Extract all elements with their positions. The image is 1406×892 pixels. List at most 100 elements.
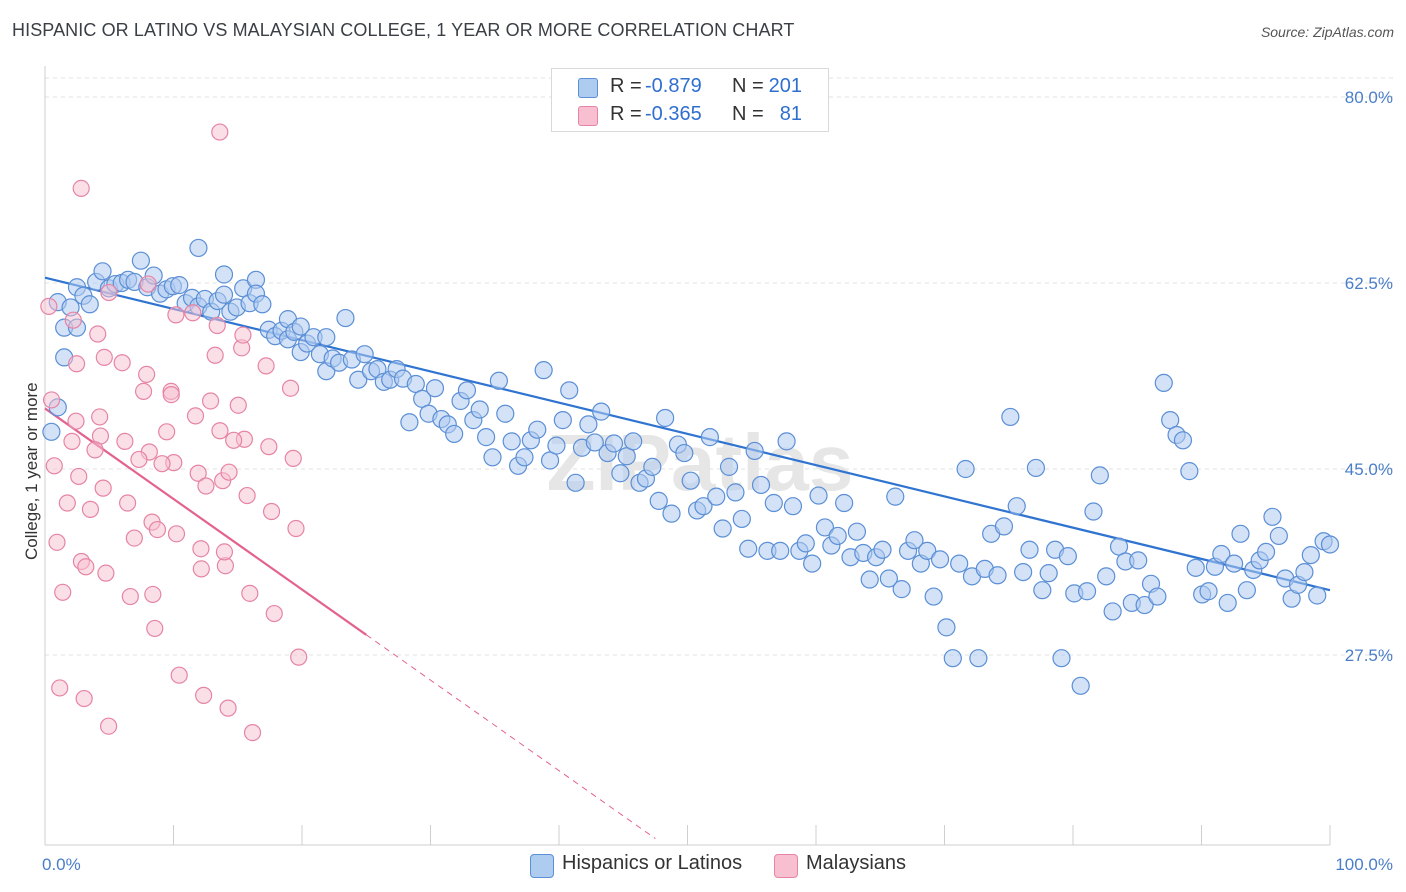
malaysian-point <box>121 587 139 606</box>
malaysian-point <box>195 686 213 704</box>
hispanic-point <box>131 251 150 270</box>
malaysian-point <box>284 449 302 467</box>
malaysian-point <box>86 441 104 459</box>
hispanic-point <box>1186 558 1205 577</box>
y-tick-label: 45.0% <box>1345 460 1393 479</box>
hispanic-point <box>80 295 99 314</box>
legend-n-label: N = <box>732 75 764 97</box>
hispanic-point <box>930 550 950 569</box>
legend-row-hispanics: R = -0.879 N = 201 <box>552 73 828 101</box>
hispanic-point <box>751 475 771 495</box>
malaysian-point <box>63 432 81 450</box>
malaysian-point <box>97 564 115 582</box>
hispanic-point <box>604 434 624 453</box>
hispanic-point <box>988 566 1007 585</box>
malaysian-point <box>238 486 256 505</box>
hispanic-point <box>745 441 764 461</box>
hispanic-point <box>317 328 336 347</box>
hispanic-point <box>1084 502 1103 521</box>
malaysian-point <box>58 494 76 512</box>
malaysian-point <box>167 525 186 543</box>
hispanic-point <box>937 618 956 637</box>
hispanic-point <box>585 433 604 452</box>
hispanic-point <box>1001 407 1020 427</box>
hispanic-point <box>1020 540 1039 559</box>
hispanic-point <box>886 487 905 506</box>
hispanic-point <box>924 587 943 606</box>
malaysian-point <box>260 438 278 456</box>
hispanic-point <box>445 424 464 444</box>
malaysian-point <box>262 502 281 521</box>
hispanic-point <box>592 402 611 421</box>
hispanic-point <box>918 541 937 560</box>
hispanic-point <box>847 522 867 541</box>
hispanic-point <box>732 509 751 529</box>
hispanic-point <box>873 540 892 559</box>
malaysian-point <box>186 407 205 425</box>
hispanic-point <box>771 541 790 560</box>
malaysian-point <box>40 297 58 315</box>
hispanic-point <box>803 554 822 573</box>
malaysian-trend-extension <box>365 634 656 839</box>
hispanic-point <box>496 404 515 423</box>
legend-swatch-pink <box>578 106 598 126</box>
legend-r-value: -0.879 <box>645 75 702 97</box>
hispanic-point <box>1014 562 1033 582</box>
malaysian-point <box>229 396 247 414</box>
y-tick-label: 27.5% <box>1345 646 1393 665</box>
malaysian-point <box>54 583 72 601</box>
hispanic-point <box>1301 545 1320 565</box>
malaysian-point <box>241 584 259 602</box>
malaysian-point <box>201 392 220 410</box>
hispanic-point <box>649 491 668 510</box>
hispanic-point <box>950 554 969 573</box>
malaysian-point <box>67 355 86 373</box>
malaysian-point <box>192 560 210 578</box>
malaysian-point <box>48 533 66 551</box>
hispanic-point <box>560 381 579 400</box>
hispanic-point <box>1263 507 1282 526</box>
malaysian-point <box>281 379 300 397</box>
malaysian-point <box>138 365 156 384</box>
hispanic-point <box>214 265 234 284</box>
hispanic-point <box>656 408 675 428</box>
hispanic-point <box>815 518 835 537</box>
malaysian-point <box>211 123 229 141</box>
hispanic-point <box>1295 562 1314 582</box>
y-tick-label: 80.0% <box>1345 88 1393 107</box>
malaysian-point <box>148 520 167 539</box>
hispanic-point <box>291 317 310 336</box>
legend-label: Malaysians <box>806 852 907 874</box>
hispanic-point <box>1129 551 1148 570</box>
hispanic-point <box>828 526 847 546</box>
malaysian-point <box>146 619 164 638</box>
malaysian-point <box>215 543 234 561</box>
hispanic-point <box>969 649 988 668</box>
hispanic-point <box>643 457 662 476</box>
malaysian-point <box>81 500 100 518</box>
axes <box>44 66 1331 846</box>
hispanic-point <box>1237 581 1256 600</box>
malaysian-point <box>77 558 95 576</box>
y-tick-label: 62.5% <box>1345 274 1393 293</box>
legend-row-malaysians: R = -0.365 N = 81 <box>552 101 828 129</box>
malaysian-point <box>89 325 107 343</box>
hispanic-point <box>1135 595 1154 615</box>
malaysian-point <box>119 494 137 512</box>
legend-n-value: 201 <box>768 75 802 97</box>
hispanic-point <box>1256 542 1276 562</box>
malaysian-point <box>75 689 93 708</box>
hispanic-point <box>892 580 911 599</box>
hispanic-point <box>336 308 355 328</box>
malaysian-point <box>113 354 131 372</box>
malaysian-point <box>158 423 176 441</box>
malaysian-point <box>162 386 180 404</box>
hispanic-point <box>726 483 745 502</box>
legend-n-value: 81 <box>779 103 802 125</box>
hispanic-point <box>777 432 796 451</box>
hispanic-point <box>1308 586 1327 605</box>
malaysian-point <box>64 311 82 329</box>
hispanic-point <box>349 370 368 389</box>
malaysian-point <box>130 450 148 469</box>
malaysian-point <box>197 477 215 495</box>
